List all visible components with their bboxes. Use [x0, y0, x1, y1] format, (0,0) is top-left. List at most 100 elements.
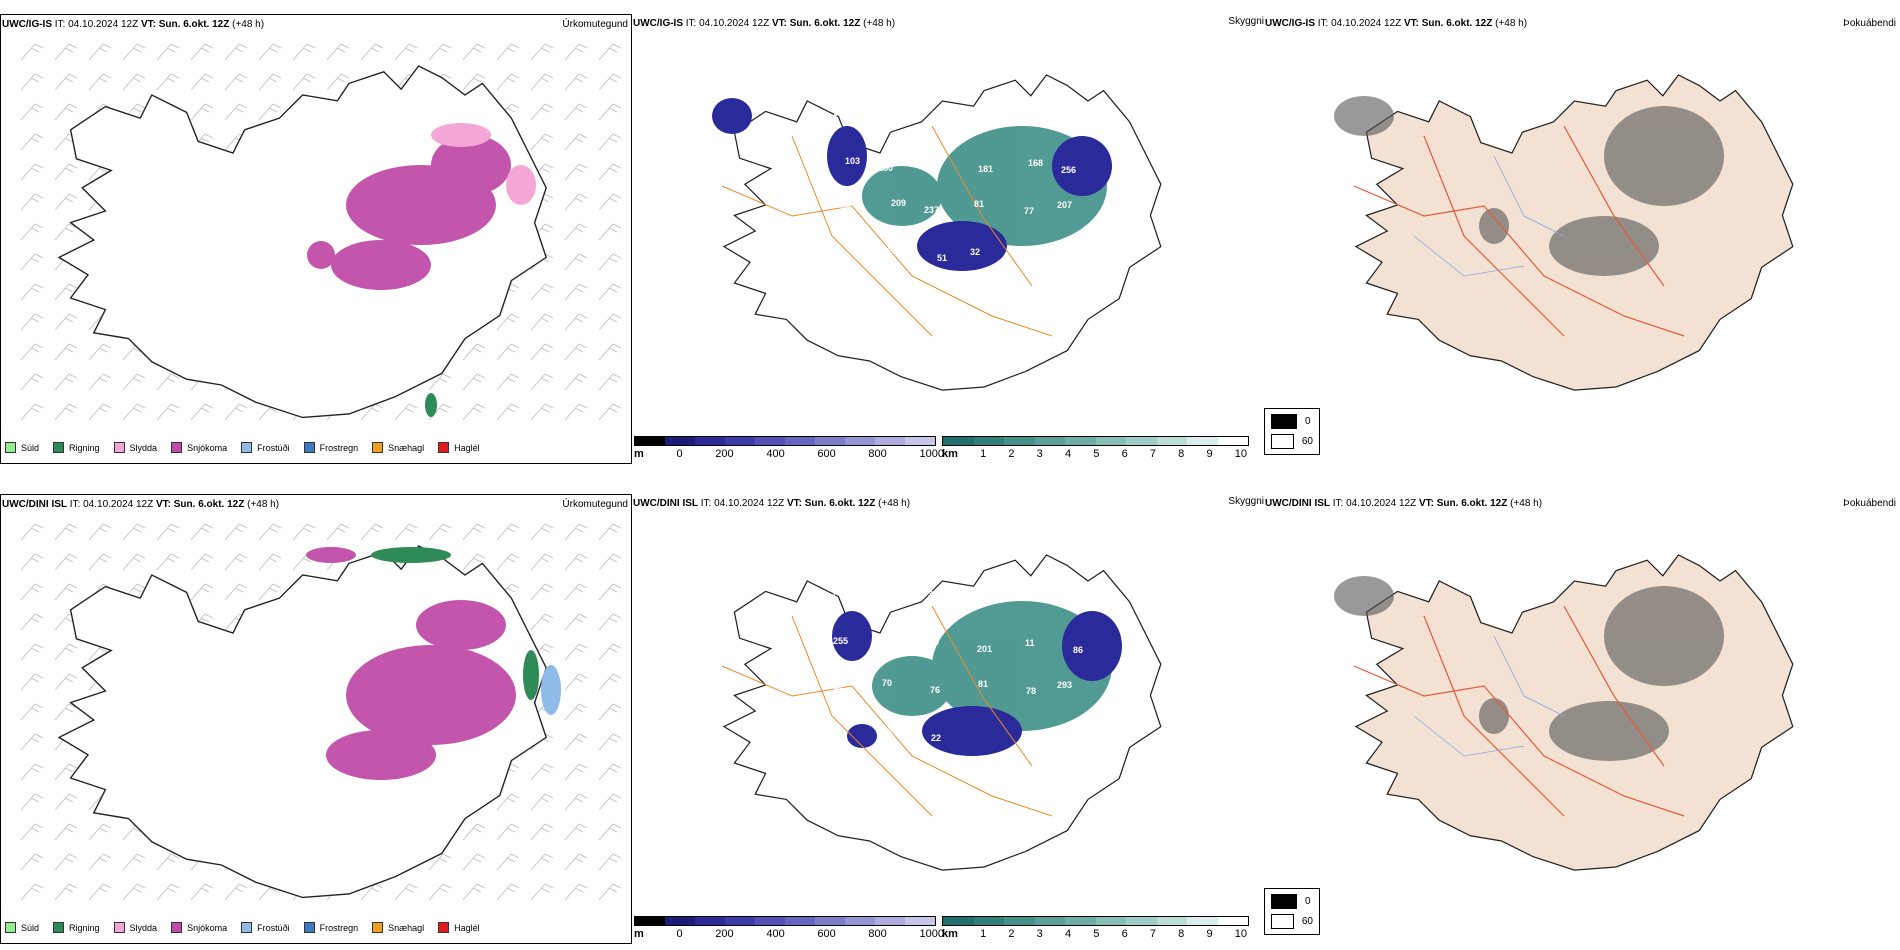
visibility-value: 51 — [937, 253, 947, 263]
wind-barb — [54, 553, 78, 571]
wind-barb — [496, 43, 520, 61]
wind-barb — [54, 763, 78, 781]
wind-barb — [564, 43, 588, 61]
wind-barb — [88, 343, 112, 361]
visibility-value: 181 — [978, 164, 993, 174]
wind-barb — [224, 523, 248, 541]
wind-barb — [564, 523, 588, 541]
wind-barb — [20, 763, 44, 781]
scale-swatch — [845, 437, 875, 445]
scale-tick: 6 — [1121, 448, 1128, 460]
legend-item-0: Súld — [5, 922, 39, 933]
wind-barb — [598, 643, 622, 661]
model-name: UWC/IG-IS — [2, 19, 52, 30]
legend-swatch — [438, 922, 450, 933]
cloud-key: 0 60 — [1264, 888, 1320, 935]
visibility-title: Skyggni — [1228, 16, 1264, 27]
wind-barb — [598, 373, 622, 391]
legend-label: Slydda — [129, 922, 158, 933]
wind-barb — [564, 313, 588, 331]
cloud-key-label: 60 — [1301, 436, 1313, 447]
wind-barb — [20, 43, 44, 61]
wind-barb — [564, 883, 588, 901]
visibility-value: 16 — [1015, 110, 1025, 120]
scale-unit: m — [634, 448, 644, 460]
legend-item-2: Slydda — [113, 442, 157, 453]
wind-barb — [156, 883, 180, 901]
wind-barb — [54, 673, 78, 691]
scale-swatch — [785, 437, 815, 445]
wind-barb — [292, 523, 316, 541]
legend-swatch — [303, 922, 315, 933]
wind-barb — [598, 673, 622, 691]
wind-barb — [462, 373, 486, 391]
scale-tick: 1000 — [919, 928, 944, 940]
wind-barb — [20, 553, 44, 571]
wind-barb — [530, 553, 554, 571]
it-label: IT: — [69, 499, 81, 510]
visibility-scale: km 1 2 3 4 5 6 7 8 9 10 — [942, 916, 1252, 940]
cloud-key-label: 0 — [1305, 416, 1311, 427]
wind-barb — [54, 583, 78, 601]
precip-panel-top: UWC/IG-IS IT: 04.10.2024 12Z VT: Sun. 6.… — [0, 14, 632, 464]
legend-label: Snjókoma — [187, 442, 228, 453]
vt-label: VT: — [140, 19, 156, 30]
cloud-map — [1334, 516, 1894, 926]
scale-swatch — [1095, 917, 1126, 925]
scale-swatch — [973, 917, 1004, 925]
wind-barb — [360, 883, 384, 901]
scale-tick: 800 — [868, 928, 887, 940]
wind-barb — [564, 223, 588, 241]
wind-barb — [54, 373, 78, 391]
wind-barb — [258, 583, 282, 601]
scale-tick: 1 — [980, 448, 987, 460]
wind-barb — [156, 403, 180, 421]
wind-barb — [122, 403, 146, 421]
scale-tick: 8 — [1178, 448, 1185, 460]
wind-barb — [54, 793, 78, 811]
wind-barb — [598, 793, 622, 811]
visibility-value: 88 — [932, 109, 942, 119]
wind-barb — [462, 883, 486, 901]
wind-barb — [54, 163, 78, 181]
wind-barb — [496, 793, 520, 811]
scale-tick: 1000 — [919, 448, 944, 460]
wind-barb — [496, 73, 520, 91]
lead-time: (+48 h) — [863, 18, 896, 29]
legend-swatch — [372, 922, 384, 933]
wind-barb — [428, 523, 452, 541]
lead-time: (+48 h) — [1510, 498, 1543, 509]
scale-swatch — [905, 917, 935, 925]
wind-barb — [122, 853, 146, 871]
scale-tick: 4 — [1064, 928, 1072, 940]
wind-barb — [564, 853, 588, 871]
visibility-value: 78 — [1026, 686, 1036, 696]
scale-tick: 600 — [817, 448, 836, 460]
wind-barb — [564, 163, 588, 181]
scale-swatch — [1065, 917, 1096, 925]
visibility-value: 70 — [976, 596, 986, 606]
visibility-value: 96 — [880, 595, 890, 605]
visibility-value: 81 — [974, 199, 984, 209]
legend-swatch — [171, 922, 183, 933]
wind-barb — [598, 613, 622, 631]
cloud-key-swatch — [1271, 414, 1297, 429]
scale-swatch — [1004, 917, 1035, 925]
wind-barb — [122, 553, 146, 571]
wind-barb — [156, 853, 180, 871]
lead-time: (+48 h) — [247, 499, 280, 510]
wind-barb — [598, 73, 622, 91]
model-name: UWC/IG-IS — [1265, 18, 1315, 29]
wind-barb — [530, 613, 554, 631]
scale-swatch — [1095, 437, 1126, 445]
wind-barb — [394, 43, 418, 61]
scale-swatch — [725, 437, 755, 445]
visibility-value: 207 — [928, 157, 943, 167]
wind-barb — [564, 733, 588, 751]
cloud-key-swatch — [1271, 894, 1297, 909]
wind-barb — [88, 43, 112, 61]
legend-swatch — [241, 442, 253, 453]
model-name: UWC/DINI ISL — [2, 499, 67, 510]
visibility-value: 22 — [931, 733, 941, 743]
wind-barb — [530, 883, 554, 901]
